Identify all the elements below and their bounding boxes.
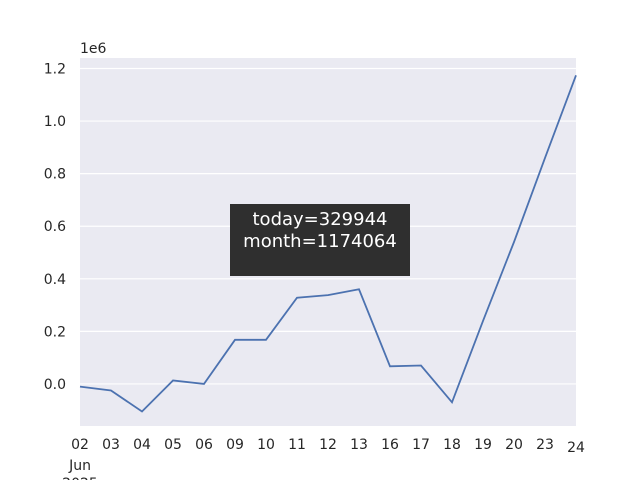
y-tick-label: 0.6 [44, 219, 66, 235]
x-tick-label: 13 [350, 437, 368, 453]
annotation-line-today: today=329944 [253, 209, 388, 230]
x-tick-label: 16 [381, 437, 399, 453]
y-tick-label: 0.4 [44, 272, 66, 288]
x-tick-label: 10 [257, 437, 275, 453]
x-tick-sublabel: Jun [68, 458, 91, 474]
x-tick-label: 02 [71, 437, 89, 453]
x-tick-label: 24 [567, 440, 585, 456]
x-tick-label: 06 [195, 437, 213, 453]
x-tick-label: 18 [443, 437, 461, 453]
x-tick-label: 04 [133, 437, 151, 453]
y-tick-label: 1.2 [44, 62, 66, 78]
x-tick-label: 11 [288, 437, 306, 453]
series-line [79, 74, 577, 413]
x-axis-ticks: 02 03 04 05 06 09 10 11 12 13 16 17 18 19 20 23 24 Jun 202… [62, 437, 585, 480]
gridlines [80, 67, 576, 385]
y-tick-label: 0.0 [44, 377, 66, 393]
annotation-line-month: month=1174064 [243, 231, 397, 252]
x-tick-label: 12 [319, 437, 337, 453]
annotation-background [230, 204, 410, 276]
annotation-box: today=329944 month=1174064 [230, 204, 410, 276]
y-tick-label: 1.0 [44, 114, 66, 130]
y-tick-label: 0.8 [44, 167, 66, 183]
x-tick-label: 17 [412, 437, 430, 453]
x-tick-label: 03 [102, 437, 120, 453]
y-tick-label: 0.2 [44, 324, 66, 340]
x-tick-label: 19 [474, 437, 492, 453]
y-axis-offset-label: 1e6 [80, 41, 107, 57]
x-tick-label: 20 [505, 437, 523, 453]
y-axis-ticks: 0.0 0.2 0.4 0.6 0.8 1.0 1.2 [44, 62, 66, 393]
x-tick-sublabel: 2025 [62, 476, 98, 480]
x-tick-label: 09 [226, 437, 244, 453]
x-tick-label: 23 [536, 437, 554, 453]
x-tick-label: 05 [164, 437, 182, 453]
